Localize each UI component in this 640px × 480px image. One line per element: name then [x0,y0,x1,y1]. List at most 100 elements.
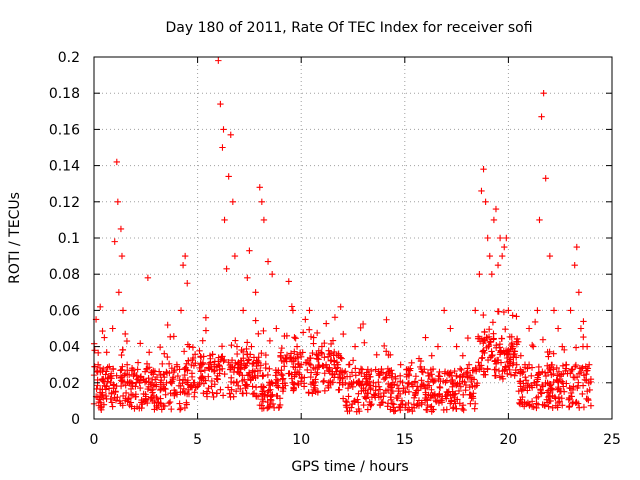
data-point [482,371,489,378]
data-point [371,392,378,399]
data-point [356,378,363,386]
data-point [584,388,591,395]
data-point [329,370,336,377]
data-point [148,369,155,376]
data-point [200,353,207,360]
data-point [127,399,135,406]
data-point [144,274,152,282]
grid-lines [94,57,612,419]
data-point [454,396,461,403]
data-point [103,383,110,390]
data-point [117,382,125,390]
data-point [576,404,583,411]
data-point [331,348,338,356]
data-point [575,370,583,377]
data-point [242,381,250,388]
data-point [118,378,126,385]
data-point [572,361,580,369]
data-point [334,364,341,371]
data-point [530,343,537,350]
data-point [163,369,171,377]
data-point [429,365,437,373]
data-point [159,360,166,368]
data-point [560,388,568,395]
data-point [293,351,301,358]
data-point [358,382,365,389]
data-point [493,356,501,364]
data-point [388,384,395,391]
data-point [196,379,203,387]
data-point [375,394,383,401]
data-point [387,406,394,413]
data-point [216,370,223,377]
data-point [165,360,173,367]
data-point [306,360,313,368]
data-point [302,359,310,367]
data-point [145,375,152,382]
data-point [458,366,465,374]
data-point [388,374,395,381]
data-point [247,351,254,358]
data-point [258,350,265,357]
data-point [297,353,305,361]
data-point [259,372,266,379]
data-point [187,383,195,390]
data-point [520,368,527,375]
data-point [487,338,495,345]
data-point [232,387,240,395]
data-point [318,350,326,358]
data-point [467,391,474,398]
data-point [181,376,189,384]
data-point [511,372,518,379]
data-point [383,348,390,355]
data-point [338,367,346,375]
data-point [144,385,152,393]
data-point [235,361,243,368]
data-point [285,370,292,377]
data-point [388,389,395,397]
data-point [292,355,299,363]
data-point [314,389,322,396]
data-point [103,349,110,356]
data-point [262,351,270,359]
data-point [519,400,526,408]
data-point [321,370,328,377]
data-point [321,354,328,361]
data-point [265,404,272,411]
data-point [375,370,383,377]
data-point [244,359,251,367]
data-point [266,365,273,373]
data-point [219,144,226,151]
data-point [190,379,197,386]
data-point [580,318,587,325]
data-point [227,131,234,139]
data-point [506,358,513,365]
data-point [501,243,508,251]
data-point [306,307,313,314]
data-point [248,343,255,350]
data-point [417,363,424,371]
data-point [180,385,187,392]
data-point [183,401,190,408]
y-tick-label: 0.04 [49,340,80,356]
data-point [107,379,114,386]
data-point [540,90,547,97]
data-point [273,325,280,332]
data-point [559,362,567,369]
data-point [278,367,285,374]
data-point [456,400,463,407]
data-point [331,314,339,321]
data-point [287,350,295,357]
data-point [315,361,322,369]
data-point [255,354,262,361]
data-point [478,355,485,362]
data-point [137,340,144,347]
data-point [402,401,409,409]
data-point [122,330,129,338]
data-point [179,261,187,269]
data-point [509,312,516,319]
data-point [337,303,344,311]
data-point [447,325,454,332]
data-point [547,366,554,374]
data-point [115,289,123,296]
